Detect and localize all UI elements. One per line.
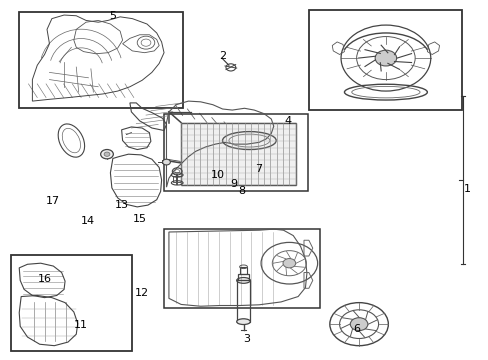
Text: 3: 3 — [243, 333, 250, 343]
Bar — [163, 229, 320, 308]
Bar — [19, 12, 182, 108]
Bar — [237, 274, 249, 280]
Text: 1: 1 — [464, 184, 470, 194]
Text: 15: 15 — [132, 215, 146, 224]
Text: 14: 14 — [80, 216, 94, 226]
Circle shape — [283, 258, 295, 268]
Bar — [239, 267, 247, 274]
Text: 4: 4 — [284, 116, 291, 126]
Bar — [163, 114, 307, 191]
Circle shape — [349, 318, 367, 330]
Text: 12: 12 — [135, 288, 149, 298]
Text: 13: 13 — [114, 200, 128, 210]
Circle shape — [104, 152, 110, 156]
Text: 16: 16 — [38, 274, 51, 284]
Circle shape — [101, 149, 113, 159]
Text: 7: 7 — [255, 164, 262, 174]
Ellipse shape — [236, 319, 250, 324]
Bar — [236, 280, 250, 321]
Bar — [181, 123, 295, 185]
Text: 8: 8 — [238, 186, 245, 196]
Text: 17: 17 — [46, 196, 61, 206]
Text: 9: 9 — [230, 179, 237, 189]
Text: 2: 2 — [219, 51, 225, 61]
Circle shape — [374, 50, 396, 66]
Text: 11: 11 — [74, 320, 88, 330]
Circle shape — [162, 159, 170, 165]
Text: 6: 6 — [352, 324, 360, 334]
Text: 10: 10 — [210, 170, 224, 180]
Bar — [308, 10, 462, 110]
Bar — [173, 176, 181, 182]
Text: 5: 5 — [109, 11, 116, 21]
Bar — [11, 255, 132, 351]
